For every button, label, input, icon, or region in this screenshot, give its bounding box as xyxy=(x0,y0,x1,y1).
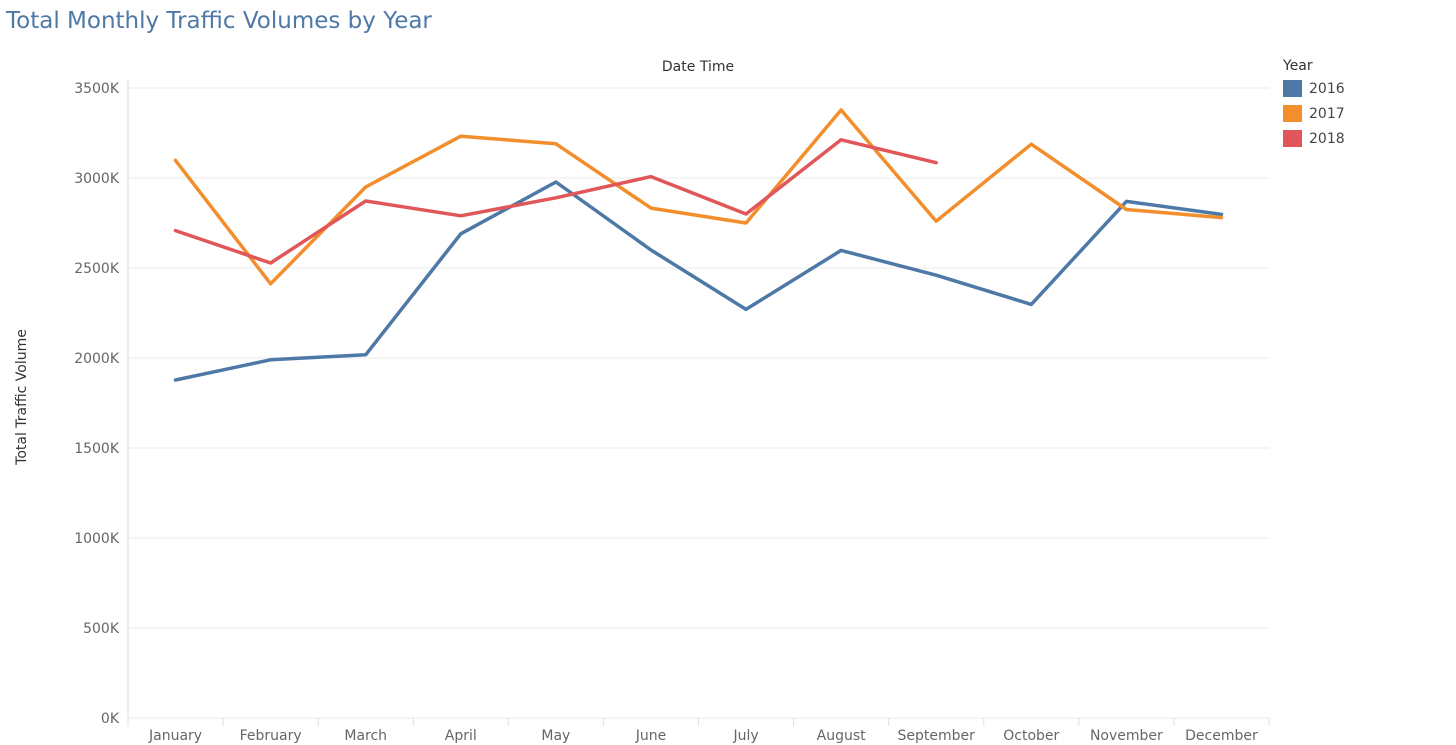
legend: Year 2016 2017 2018 xyxy=(1283,58,1345,151)
x-tick-label: March xyxy=(344,728,387,744)
series-lines xyxy=(173,108,1224,382)
chart-title: Total Monthly Traffic Volumes by Year xyxy=(6,8,432,34)
x-tick-label: August xyxy=(817,728,867,744)
legend-item-2017[interactable]: 2017 xyxy=(1283,101,1345,126)
series-line-2017 xyxy=(173,108,1224,286)
y-tick-label: 3500K xyxy=(74,81,120,97)
legend-label: 2017 xyxy=(1309,105,1345,122)
y-tick-label: 2500K xyxy=(74,261,120,277)
series-line-2018 xyxy=(173,138,938,265)
x-tick-label: July xyxy=(732,728,758,744)
x-axis-title: Date Time xyxy=(662,59,734,75)
axes: 0K 500K 1000K 1500K 2000K 2500K 3000K 3500K Janu… xyxy=(74,80,1270,744)
x-tick-label: December xyxy=(1185,728,1258,744)
legend-items: 2016 2017 2018 xyxy=(1283,76,1345,151)
legend-title: Year xyxy=(1283,58,1313,74)
legend-item-2016[interactable]: 2016 xyxy=(1283,76,1345,101)
x-tick-label: January xyxy=(148,728,202,744)
series-line-2016 xyxy=(173,180,1224,382)
y-tick-label: 1000K xyxy=(74,531,120,547)
legend-swatch xyxy=(1283,130,1302,147)
legend-item-2018[interactable]: 2018 xyxy=(1283,126,1345,151)
y-tick-label: 2000K xyxy=(74,351,120,367)
x-tick-label: September xyxy=(898,728,976,744)
x-tick-label: April xyxy=(445,728,477,744)
x-tick-label: November xyxy=(1090,728,1163,744)
y-axis-title: Total Traffic Volume xyxy=(14,329,30,466)
y-tick-label: 1500K xyxy=(74,441,120,457)
y-tick-label: 3000K xyxy=(74,171,120,187)
x-tick-label: May xyxy=(541,728,570,744)
grid-lines xyxy=(128,87,1269,719)
legend-label: 2018 xyxy=(1309,130,1345,147)
x-tick-label: October xyxy=(1003,728,1059,744)
y-tick-label: 500K xyxy=(83,621,120,637)
legend-swatch xyxy=(1283,80,1302,97)
x-tick-label: February xyxy=(240,728,302,744)
y-tick-label: 0K xyxy=(101,711,120,727)
x-tick-label: June xyxy=(635,728,667,744)
legend-swatch xyxy=(1283,105,1302,122)
legend-label: 2016 xyxy=(1309,80,1345,97)
